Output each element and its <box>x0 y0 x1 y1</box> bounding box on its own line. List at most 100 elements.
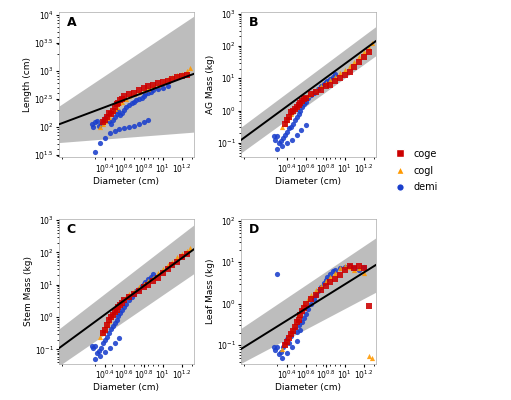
Point <box>336 265 344 272</box>
Point <box>296 312 305 318</box>
Point <box>331 269 339 276</box>
Point <box>110 104 119 110</box>
Point <box>125 297 133 304</box>
Point <box>317 83 325 90</box>
Point <box>307 90 315 96</box>
Point <box>114 304 123 311</box>
Point <box>109 108 117 114</box>
Point <box>144 276 152 282</box>
Point <box>122 104 130 110</box>
Point <box>300 95 309 102</box>
Point <box>112 104 121 110</box>
Point <box>168 74 176 81</box>
Point <box>173 258 181 265</box>
Point <box>118 299 126 306</box>
Point <box>351 266 359 273</box>
Point <box>173 74 181 81</box>
Point <box>118 96 126 102</box>
Point <box>125 102 133 109</box>
Point <box>178 251 186 257</box>
Point <box>302 122 310 128</box>
Point <box>132 97 140 103</box>
Point <box>110 114 119 120</box>
Point <box>275 140 284 146</box>
Point <box>292 132 300 138</box>
Point <box>147 89 155 95</box>
Point <box>317 283 325 290</box>
Point <box>285 125 293 132</box>
Y-axis label: Length (cm): Length (cm) <box>23 57 32 112</box>
Point <box>110 106 119 112</box>
Point <box>289 328 297 334</box>
Point <box>91 149 100 155</box>
Point <box>278 143 286 149</box>
Point <box>128 294 136 300</box>
Point <box>159 79 167 85</box>
Point <box>278 354 286 361</box>
Point <box>112 307 121 313</box>
Point <box>287 333 295 339</box>
Point <box>307 91 315 98</box>
Point <box>183 251 191 257</box>
Point <box>294 322 303 328</box>
Point <box>122 96 130 102</box>
Point <box>178 70 186 77</box>
Point <box>109 311 117 317</box>
Point <box>281 132 289 138</box>
Point <box>289 328 297 334</box>
Point <box>283 117 291 124</box>
Point <box>291 117 299 124</box>
Point <box>134 96 143 102</box>
Point <box>89 345 98 351</box>
Point <box>105 317 113 324</box>
Point <box>302 98 310 105</box>
Point <box>114 108 123 114</box>
Point <box>351 265 359 272</box>
Point <box>345 263 354 270</box>
Point <box>118 307 126 313</box>
Point <box>296 100 305 107</box>
Point <box>159 84 167 91</box>
Point <box>297 98 306 104</box>
Point <box>142 91 150 98</box>
Point <box>105 318 113 324</box>
Point <box>336 75 344 82</box>
Point <box>271 347 280 354</box>
Point <box>149 83 157 90</box>
Point <box>341 67 349 73</box>
Point <box>95 122 103 129</box>
Point <box>101 115 109 122</box>
Point <box>273 344 282 350</box>
Point <box>110 308 119 314</box>
Point <box>294 311 303 317</box>
Point <box>317 284 325 290</box>
Point <box>304 306 312 312</box>
Point <box>283 339 291 345</box>
Point <box>321 83 330 90</box>
Point <box>130 291 138 297</box>
Point <box>117 302 125 308</box>
Point <box>109 323 117 329</box>
Point <box>319 280 328 286</box>
Point <box>101 117 109 123</box>
Point <box>321 283 330 290</box>
Point <box>355 265 363 272</box>
Point <box>351 64 359 70</box>
Point <box>294 316 303 323</box>
X-axis label: Diameter (cm): Diameter (cm) <box>93 383 159 392</box>
Point <box>168 258 176 265</box>
Point <box>107 111 115 118</box>
Point <box>292 104 300 110</box>
Point <box>99 121 107 127</box>
Point <box>289 107 297 114</box>
Y-axis label: Stem Mass (kg): Stem Mass (kg) <box>24 256 33 326</box>
Point <box>178 73 186 80</box>
Point <box>96 124 104 130</box>
Point <box>144 282 152 288</box>
Point <box>298 319 307 326</box>
Point <box>329 74 337 80</box>
Point <box>285 114 293 120</box>
Point <box>360 265 368 272</box>
Point <box>99 340 107 346</box>
Point <box>103 322 111 328</box>
